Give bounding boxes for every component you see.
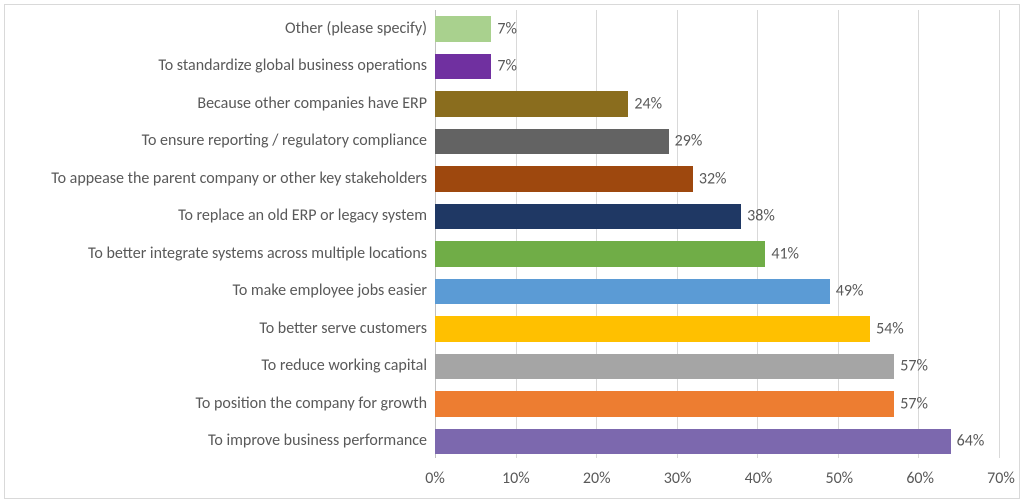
category-label: To replace an old ERP or legacy system (0, 207, 427, 225)
bar (435, 166, 693, 192)
x-axis-tick-label: 60% (906, 469, 934, 488)
bar-value-label: 54% (876, 319, 904, 338)
bar-row: 41% (435, 241, 999, 267)
bar-row: 54% (435, 316, 999, 342)
x-axis-tick-label: 0% (425, 469, 445, 488)
bar-row: 7% (435, 54, 999, 80)
bar-value-label: 7% (497, 57, 517, 76)
bar-row: 57% (435, 391, 999, 417)
x-axis-tick-label: 10% (502, 469, 530, 488)
bar-row: 49% (435, 279, 999, 305)
bar-value-label: 32% (699, 169, 727, 188)
category-label: To reduce working capital (0, 357, 427, 375)
bar-row: 64% (435, 429, 999, 455)
plot-area: 7% 7% 24% 29% 32% 38% 41% 49% 54% 57% 57% 64% (435, 10, 999, 458)
category-label: To make employee jobs easier (0, 282, 427, 300)
bar-value-label: 64% (957, 432, 985, 451)
horizontal-bar-chart: 7% 7% 24% 29% 32% 38% 41% 49% 54% 57% 57% 64% 0% 10%… (4, 4, 1020, 499)
bar (435, 279, 830, 305)
category-label: To ensure reporting / regulatory complia… (0, 132, 427, 150)
bar-row: 24% (435, 91, 999, 117)
bar-row: 57% (435, 354, 999, 380)
category-label: To improve business performance (0, 432, 427, 450)
bar (435, 316, 870, 342)
x-axis-tick-label: 30% (664, 469, 692, 488)
bar (435, 91, 628, 117)
category-label: To position the company for growth (0, 395, 427, 413)
gridline (999, 10, 1000, 458)
bar-value-label: 29% (675, 132, 703, 151)
x-axis-tick-label: 20% (583, 469, 611, 488)
category-label: Other (please specify) (0, 20, 427, 38)
bar-value-label: 41% (771, 244, 799, 263)
bar-value-label: 24% (634, 94, 662, 113)
x-axis-tick-label: 70% (987, 469, 1015, 488)
bar-row: 32% (435, 166, 999, 192)
bar-value-label: 57% (900, 394, 928, 413)
bar-value-label: 38% (747, 207, 775, 226)
bar-value-label: 57% (900, 357, 928, 376)
bar (435, 54, 491, 80)
category-label: Because other companies have ERP (0, 95, 427, 113)
bar (435, 129, 669, 155)
bar-row: 7% (435, 16, 999, 42)
category-label: To better serve customers (0, 320, 427, 338)
bar-row: 29% (435, 129, 999, 155)
category-label: To appease the parent company or other k… (0, 170, 427, 188)
bar (435, 204, 741, 230)
bar (435, 391, 894, 417)
bar (435, 429, 951, 455)
category-label: To standardize global business operation… (0, 57, 427, 75)
x-axis-tick-label: 40% (745, 469, 773, 488)
bar-value-label: 7% (497, 19, 517, 38)
bar (435, 16, 491, 42)
bar-value-label: 49% (836, 282, 864, 301)
bar-row: 38% (435, 204, 999, 230)
x-axis-tick-label: 50% (825, 469, 853, 488)
category-label: To better integrate systems across multi… (0, 245, 427, 263)
bar (435, 241, 765, 267)
bar (435, 354, 894, 380)
